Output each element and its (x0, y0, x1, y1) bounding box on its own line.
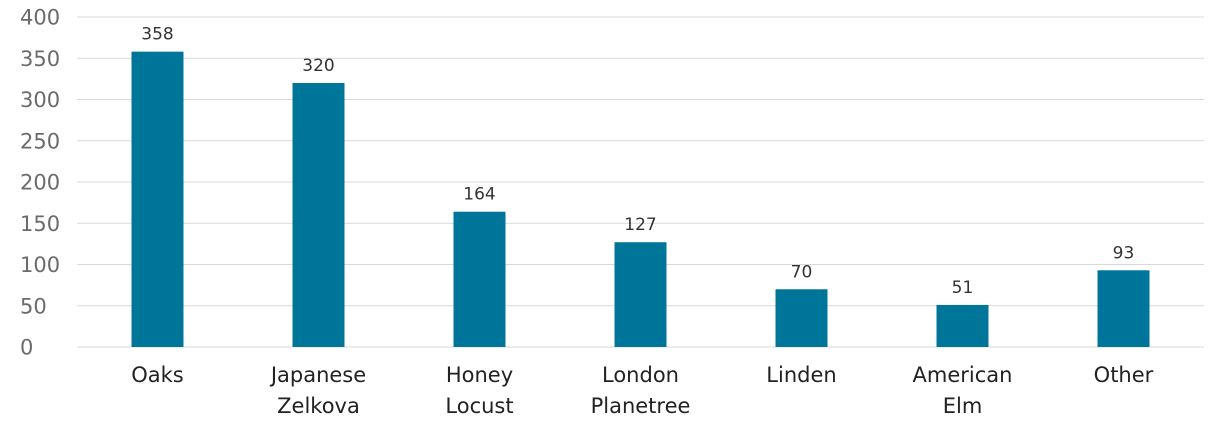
y-tick-label: 300 (20, 88, 60, 112)
y-tick-label: 150 (20, 212, 60, 236)
x-tick-label: Linden (766, 363, 836, 387)
x-tick-label-line: Planetree (591, 394, 691, 418)
y-tick-label: 350 (20, 47, 60, 71)
x-tick-label: London Planetree (591, 363, 691, 418)
x-tick-label-line: Japanese (269, 363, 366, 387)
x-tick-label-line: Zelkova (277, 394, 360, 418)
data-label: 127 (624, 215, 656, 235)
data-label: 70 (791, 262, 813, 282)
x-tick-label: Japanese Zelkova (269, 363, 366, 418)
bar (936, 304, 989, 347)
data-label: 358 (141, 25, 173, 45)
y-axis-labels: 0 50 100 150 200 250 300 350 400 (20, 6, 60, 360)
gridlines (77, 16, 1204, 348)
data-label: 164 (463, 185, 495, 205)
y-tick-label: 250 (20, 129, 60, 153)
x-tick-label: Oaks (131, 363, 184, 387)
data-label: 93 (1113, 243, 1135, 263)
x-tick-label: Other (1094, 363, 1154, 387)
x-tick-label: Honey Locust (445, 363, 513, 418)
x-tick-label-line: American (913, 363, 1013, 387)
x-tick-label-line: Honey (446, 363, 513, 387)
x-tick-label-line: Linden (766, 363, 836, 387)
bar (292, 83, 345, 347)
bar (775, 289, 828, 347)
data-label: 320 (302, 56, 334, 76)
bar (453, 211, 506, 347)
y-tick-label: 400 (20, 6, 60, 30)
bar (1097, 270, 1150, 347)
y-tick-label: 50 (20, 294, 47, 318)
data-label: 51 (952, 278, 974, 298)
y-tick-label: 200 (20, 171, 60, 195)
x-tick-label-line: Other (1094, 363, 1154, 387)
bars (131, 51, 1150, 348)
y-tick-label: 0 (20, 336, 33, 360)
x-tick-label-line: Locust (445, 394, 513, 418)
x-tick-label: American Elm (913, 363, 1013, 418)
bar (614, 242, 667, 347)
x-axis-labels: Oaks Japanese Zelkova Honey Locust London Plan… (131, 363, 1153, 418)
x-tick-label-line: Oaks (131, 363, 184, 387)
x-tick-label-line: Elm (943, 394, 983, 418)
bar (131, 51, 184, 348)
x-tick-label-line: London (602, 363, 679, 387)
y-tick-label: 100 (20, 253, 60, 277)
data-labels: 358 320 164 127 70 51 93 (141, 25, 1134, 298)
